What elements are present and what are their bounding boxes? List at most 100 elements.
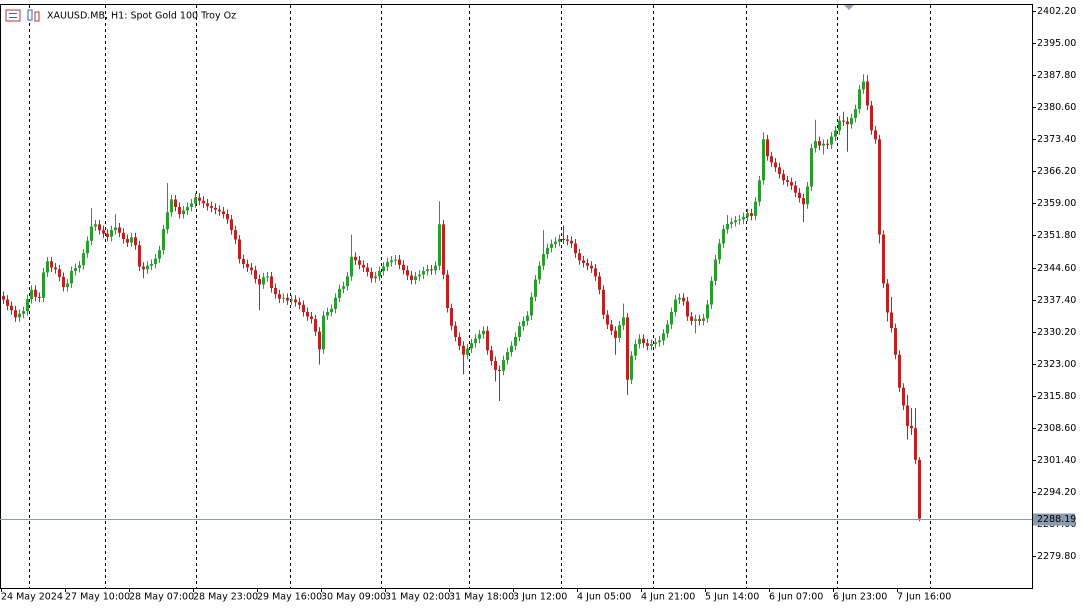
candle-body (26, 299, 29, 312)
candle-body (314, 319, 317, 332)
candle-body (714, 259, 717, 281)
candle-body (294, 299, 297, 303)
candle-body (302, 304, 305, 313)
candle-body (582, 260, 585, 264)
candle-body (702, 318, 705, 321)
candle-body (194, 197, 197, 204)
candle-body (454, 325, 457, 337)
candle-body (298, 302, 301, 305)
candle-body (914, 428, 917, 460)
x-tick-label: 4 Jun 05:00 (577, 592, 631, 603)
candle-body (134, 237, 137, 246)
candle-body (578, 253, 581, 261)
candle-body (918, 459, 921, 519)
candle-body (426, 269, 429, 272)
candle-body (526, 315, 529, 321)
candle-body (162, 229, 165, 251)
candle-body (830, 136, 833, 145)
candle-body (630, 355, 633, 380)
candle-body (102, 230, 105, 234)
candle-body (554, 241, 557, 244)
candle-body (2, 296, 5, 300)
candle-body (814, 141, 817, 149)
y-tick-label: 2402.20 (1037, 6, 1076, 17)
candle-body (442, 224, 445, 275)
candle-body (34, 289, 37, 297)
candle-body (590, 265, 593, 269)
candle-body (566, 239, 569, 241)
candle-body (694, 319, 697, 321)
candle-body (346, 276, 349, 287)
candle-body (834, 130, 837, 137)
candle-body (750, 213, 753, 216)
x-tick-label: 28 May 23:00 (193, 592, 258, 603)
candle-body (258, 279, 261, 285)
candle-body (406, 270, 409, 276)
candle-body (490, 350, 493, 361)
candle-body (610, 324, 613, 331)
candle-body (594, 268, 597, 277)
y-tick-label: 2395.00 (1037, 38, 1076, 49)
candle-body (190, 203, 193, 207)
candle-body (510, 345, 513, 353)
candle-body (54, 267, 57, 270)
candle-body (354, 256, 357, 261)
candle-body (506, 352, 509, 361)
candle-body (470, 343, 473, 349)
candle-body (466, 348, 469, 355)
candle-body (242, 259, 245, 264)
candle-body (646, 343, 649, 346)
x-tick-label: 24 May 2024 (1, 592, 63, 603)
candle-body (542, 254, 545, 266)
candle-body (558, 239, 561, 242)
y-tick-label: 2294.20 (1037, 487, 1076, 498)
y-tick-label: 2279.80 (1037, 551, 1076, 562)
candle-body (530, 296, 533, 316)
candle-body (758, 180, 761, 202)
chart-title: XAUUSD.MB, H1: Spot Gold 100 Troy Oz (47, 11, 236, 22)
candle-body (870, 105, 873, 131)
x-tick-label: 31 May 02:00 (385, 592, 450, 603)
candle-body (598, 276, 601, 290)
candle-body (306, 312, 309, 317)
candle-body (386, 262, 389, 267)
candle-body (842, 120, 845, 122)
candle-body (730, 222, 733, 224)
icon (34, 11, 40, 22)
candle-body (230, 219, 233, 231)
candle-body (550, 243, 553, 248)
candle-body (222, 211, 225, 215)
candle-body (166, 212, 169, 230)
candle-body (562, 239, 565, 241)
y-tick-label: 2308.60 (1037, 423, 1076, 434)
candle-body (118, 227, 121, 233)
candle-body (826, 143, 829, 145)
icon (5, 9, 21, 22)
y-tick-label: 2366.20 (1037, 166, 1076, 177)
y-tick-label: 2344.60 (1037, 263, 1076, 274)
candle-body (422, 271, 425, 275)
candle-body (142, 266, 145, 270)
candle-body (218, 209, 221, 212)
candle-body (690, 316, 693, 321)
candle-body (414, 276, 417, 280)
candle-body (802, 198, 805, 205)
candle-body (818, 141, 821, 146)
candle-body (326, 312, 329, 316)
candle-body (798, 192, 801, 199)
candle-body (94, 224, 97, 227)
candle-body (286, 297, 289, 301)
candle-body (266, 276, 269, 278)
icon (27, 9, 33, 21)
candle-body (722, 229, 725, 244)
candle-body (586, 263, 589, 266)
candle-body (778, 167, 781, 175)
shift-marker (844, 5, 854, 10)
candle-body (338, 288, 341, 298)
candle-body (806, 186, 809, 205)
candle-body (10, 305, 13, 311)
candle-body (678, 297, 681, 300)
x-tick-label: 6 Jun 07:00 (769, 592, 823, 603)
candle-body (114, 227, 117, 231)
